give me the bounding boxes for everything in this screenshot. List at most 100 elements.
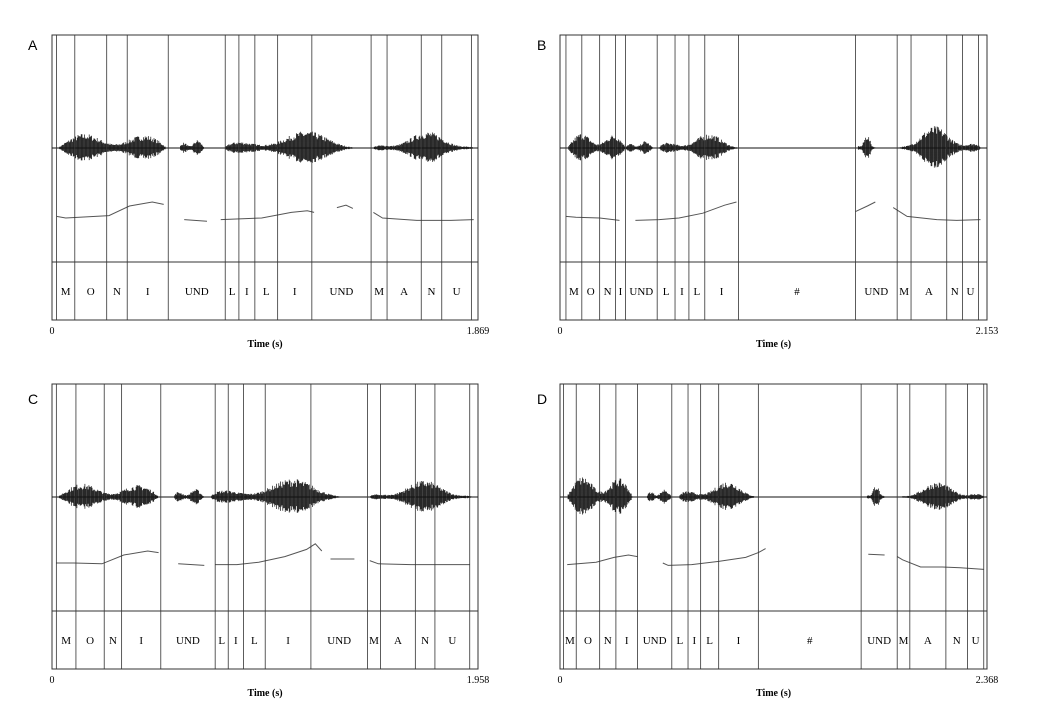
- waveform-region: [866, 487, 885, 506]
- segment-label: L: [218, 635, 225, 647]
- segment-label: O: [587, 286, 595, 298]
- segment-label: A: [394, 635, 402, 647]
- x-tick-label: 1.869: [467, 326, 490, 337]
- pitch-contour: [868, 553, 885, 556]
- segment-label: L: [263, 286, 270, 298]
- segment-label: M: [61, 635, 71, 647]
- pitch-contour: [369, 560, 470, 566]
- segment-label: UND: [330, 286, 354, 298]
- segment-label: O: [87, 286, 95, 298]
- x-tick-label: 2.153: [976, 326, 999, 337]
- waveform-region: [179, 140, 205, 155]
- waveform-region: [658, 134, 739, 160]
- segment-label: UND: [867, 635, 891, 647]
- pitch-contour: [56, 201, 164, 219]
- segment-label: A: [925, 286, 933, 298]
- segment-label: #: [794, 286, 800, 298]
- segment-label: U: [453, 286, 461, 298]
- waveform-region: [369, 481, 472, 512]
- segment-label: M: [899, 635, 909, 647]
- segment-label: UND: [176, 635, 200, 647]
- segment-label: I: [286, 635, 290, 647]
- x-axis-title: Time (s): [756, 339, 791, 350]
- x-axis-title: Time (s): [247, 339, 282, 350]
- segment-label: L: [663, 286, 670, 298]
- segment-label: O: [86, 635, 94, 647]
- pitch-contour: [184, 219, 208, 222]
- waveform-region: [678, 482, 757, 510]
- panel-letter: D: [537, 391, 547, 407]
- segment-label: N: [113, 286, 121, 298]
- segment-label: A: [400, 286, 408, 298]
- segment-label: N: [604, 286, 612, 298]
- x-tick-label: 1.958: [467, 675, 490, 686]
- waveform-region: [857, 137, 876, 158]
- waveform-region: [566, 477, 633, 515]
- pitch-contour: [56, 550, 159, 565]
- pitch-contour: [215, 543, 323, 566]
- pitch-contour: [565, 215, 620, 221]
- segment-label: L: [251, 635, 258, 647]
- panel-letter: B: [537, 37, 546, 53]
- pitch-contour: [855, 201, 876, 213]
- segment-label: I: [245, 286, 249, 298]
- segment-label: N: [951, 286, 959, 298]
- segment-label: O: [584, 635, 592, 647]
- segment-label: U: [972, 635, 980, 647]
- x-axis-title: Time (s): [247, 688, 282, 699]
- segment-label: N: [604, 635, 612, 647]
- waveform-region: [567, 134, 626, 161]
- x-tick-label: 2.368: [976, 675, 999, 686]
- segment-label: UND: [864, 286, 888, 298]
- segment-label: #: [807, 635, 813, 647]
- segment-label: I: [293, 286, 297, 298]
- segment-label: I: [234, 635, 238, 647]
- segment-label: M: [565, 635, 575, 647]
- x-tick-label: 0: [50, 675, 55, 686]
- panel-letter: A: [28, 37, 38, 53]
- segment-label: M: [569, 286, 579, 298]
- pitch-contour: [567, 554, 638, 566]
- waveform-region: [58, 483, 159, 509]
- segment-label: UND: [185, 286, 209, 298]
- panel-frame: [51, 34, 479, 321]
- waveform-region: [173, 489, 205, 505]
- segment-label: I: [693, 635, 697, 647]
- segment-label: L: [706, 635, 713, 647]
- waveform-region: [625, 141, 653, 154]
- segment-label: M: [899, 286, 909, 298]
- waveform-region: [900, 482, 984, 510]
- segment-label: N: [421, 635, 429, 647]
- waveform-region: [646, 489, 672, 504]
- panel-letter: C: [28, 391, 38, 407]
- segment-label: U: [967, 286, 975, 298]
- segment-label: I: [139, 635, 143, 647]
- x-tick-label: 0: [50, 326, 55, 337]
- pitch-contour: [336, 204, 354, 209]
- segment-label: A: [924, 635, 932, 647]
- pitch-contour: [635, 201, 737, 221]
- segment-label: M: [61, 286, 71, 298]
- pitch-contour: [373, 211, 474, 221]
- segment-label: UND: [327, 635, 351, 647]
- segment-label: N: [953, 635, 961, 647]
- segment-label: UND: [629, 286, 653, 298]
- x-axis-title: Time (s): [756, 688, 791, 699]
- segment-label: UND: [643, 635, 667, 647]
- segment-label: N: [109, 635, 117, 647]
- segment-label: I: [737, 635, 741, 647]
- segment-label: M: [369, 635, 379, 647]
- x-tick-label: 0: [558, 326, 563, 337]
- panel-frame: [559, 383, 988, 670]
- segment-label: U: [448, 635, 456, 647]
- pitch-contour: [892, 207, 981, 221]
- panel-frame: [559, 34, 988, 321]
- segment-label: L: [677, 635, 684, 647]
- x-tick-label: 0: [558, 675, 563, 686]
- segment-label: I: [720, 286, 724, 298]
